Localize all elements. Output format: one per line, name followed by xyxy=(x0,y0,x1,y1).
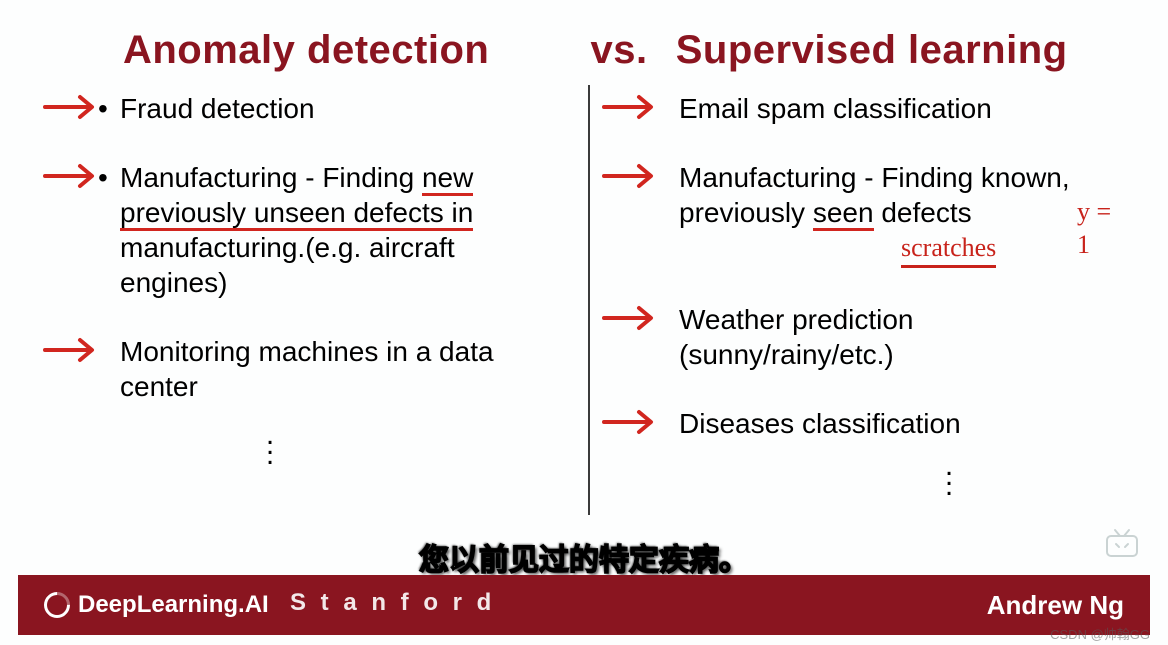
arrow-icon xyxy=(42,162,102,198)
bilibili-tv-icon xyxy=(1104,528,1140,563)
banner-middle-text: S t a n f o r d xyxy=(290,589,495,617)
heading-left: Anomaly detection xyxy=(0,28,572,73)
right-column: Email spam classification Manufacturing … xyxy=(589,91,1168,491)
column-divider xyxy=(588,85,590,515)
brand-text: DeepLearning.AI xyxy=(78,591,269,619)
arrow-icon xyxy=(601,408,661,444)
columns: Fraud detection Manufacturing - Finding … xyxy=(0,91,1168,491)
item-text: Fraud detection xyxy=(120,93,315,124)
arrow-icon xyxy=(601,93,661,129)
left-column: Fraud detection Manufacturing - Finding … xyxy=(0,91,589,491)
arrow-icon xyxy=(601,304,661,340)
list-item: Fraud detection xyxy=(120,91,559,126)
item-text: Weather prediction (sunny/rainy/etc.) xyxy=(679,304,914,370)
item-text: Manufacturing - Finding new previously u… xyxy=(120,162,473,298)
headings-row: Anomaly detection vs. Supervised learnin… xyxy=(0,0,1168,73)
arrow-icon xyxy=(42,93,102,129)
heading-vs: vs. xyxy=(572,28,665,73)
heading-right: Supervised learning xyxy=(666,28,1168,73)
list-item: Manufacturing - Finding known, previousl… xyxy=(679,160,1118,230)
brand: DeepLearning.AI xyxy=(44,591,269,619)
item-text: Monitoring machines in a data center xyxy=(120,336,494,402)
arrow-icon xyxy=(42,336,102,372)
subtitle-zh: 您以前见过的特定疾病。 xyxy=(0,535,1168,579)
item-text: Email spam classification xyxy=(679,93,992,124)
arrow-icon xyxy=(601,162,661,198)
list-item: Monitoring machines in a data center xyxy=(120,334,559,404)
vertical-dots-icon: ... xyxy=(939,461,959,491)
list-item: Manufacturing - Finding new previously u… xyxy=(120,160,559,300)
annotation-scratches: scratches xyxy=(901,232,996,268)
list-item: Weather prediction (sunny/rainy/etc.) xyxy=(679,302,1118,372)
slide: Anomaly detection vs. Supervised learnin… xyxy=(0,0,1168,645)
brand-ring-icon xyxy=(39,587,76,624)
list-item: Diseases classification xyxy=(679,406,1118,441)
author-name: Andrew Ng xyxy=(987,590,1124,621)
item-text: Manufacturing - Finding known, previousl… xyxy=(679,162,1070,231)
vertical-dots-icon: ... xyxy=(260,430,280,460)
footer-banner: DeepLearning.AI S t a n f o r d Andrew N… xyxy=(18,575,1150,635)
list-item: Email spam classification xyxy=(679,91,1118,126)
watermark: CSDN @帅翰GG xyxy=(1050,624,1150,643)
annotation-y-equals-1: y = 1 xyxy=(1077,196,1118,261)
item-text: Diseases classification xyxy=(679,408,961,439)
